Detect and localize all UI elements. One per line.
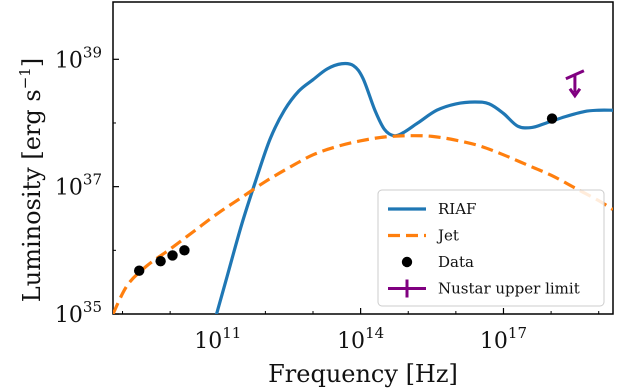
y-axis-label-main: Luminosity [erg s [18,89,46,302]
x-tick-label: 1017 [480,324,527,354]
data-point [133,265,145,276]
y-tick-label: 1035 [55,298,102,328]
y-axis-label: Luminosity [erg s−1] [16,58,46,302]
plot-area-frame [112,1,614,315]
data-point [155,255,166,267]
legend-item-riaf: RIAF [388,200,476,218]
y-tick-base: 10 [55,303,83,328]
data-point [167,250,178,261]
data-point [179,245,190,256]
legend-label-nustar-upper-limit: Nustar upper limit [438,280,580,298]
y-tick-base: 10 [55,48,83,73]
jet-line [113,134,613,314]
y-axis-label-suffix: ] [18,58,46,67]
x-tick-base: 10 [480,329,508,354]
y-tick-base: 10 [55,176,83,201]
y-tick-exponent: 39 [83,43,102,61]
x-axis-label: Frequency [Hz] [268,360,458,388]
series-layer [113,61,613,314]
y-tick-label: 1037 [55,171,102,201]
x-tick-base: 10 [194,329,222,354]
y-tick-exponent: 35 [83,298,102,316]
plot-clip-group [113,61,613,314]
y-axis-label-sup: −1 [16,67,34,89]
y-tick-exponent: 37 [83,171,102,189]
legend-label-riaf: RIAF [438,200,476,218]
x-tick-label: 1014 [337,324,384,354]
legend-label-jet: Jet [436,227,459,245]
x-tick-base: 10 [337,329,365,354]
x-tick-exponent: 17 [508,324,527,342]
y-tick-label: 1039 [55,43,102,73]
legend-label-data: Data [438,253,474,271]
x-tick-label: 1011 [194,324,241,354]
legend-item-jet: Jet [388,227,459,245]
legend-swatch-data [401,256,413,268]
x-tick-exponent: 14 [365,324,384,342]
legend: RIAF Jet Data Nustar upper limit [377,189,605,307]
data-point [546,113,558,124]
legend-item-data: Data [401,253,474,271]
nustar-upper-limit-arrowhead [568,87,582,99]
legend-box [377,189,605,307]
x-tick-exponent: 11 [222,324,241,342]
legend-item-nustar-upper-limit: Nustar upper limit [388,279,580,298]
